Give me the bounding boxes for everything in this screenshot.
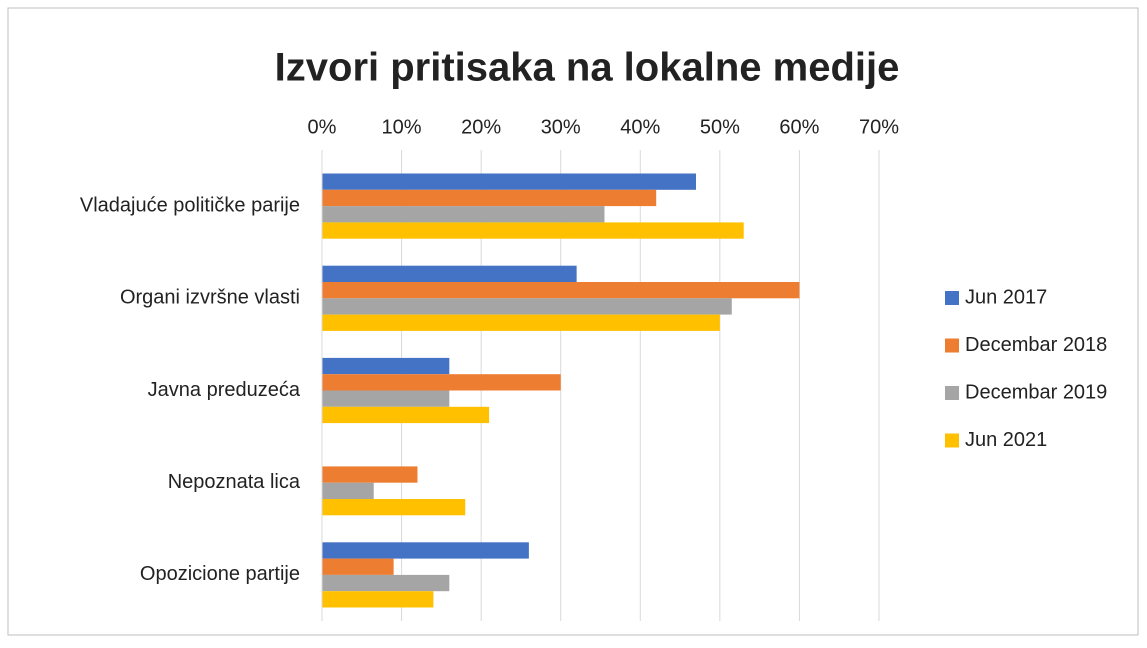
bar	[322, 374, 561, 391]
legend-label: Jun 2017	[965, 286, 1047, 308]
bar	[322, 298, 732, 315]
x-tick-label: 0%	[308, 116, 337, 138]
x-tick-label: 60%	[779, 116, 819, 138]
legend-label: Decembar 2019	[965, 381, 1107, 403]
y-tick-label: Nepoznata lica	[168, 471, 301, 493]
x-tick-label: 10%	[382, 116, 422, 138]
legend-swatch	[945, 338, 959, 353]
bar	[322, 574, 450, 592]
legend-swatch	[945, 433, 959, 448]
legend-label: Jun 2021	[965, 429, 1047, 451]
x-tick-label: 20%	[461, 116, 501, 138]
bar	[322, 482, 374, 499]
legend-label: Decembar 2018	[965, 334, 1107, 356]
bar	[322, 206, 605, 223]
bar	[322, 558, 394, 575]
y-tick-label: Opozicione partije	[140, 563, 300, 585]
x-tick-label: 70%	[859, 116, 899, 138]
bar	[322, 265, 577, 282]
y-tick-label: Vladajuće političke parije	[80, 194, 300, 216]
bar	[322, 390, 450, 407]
bar	[322, 542, 529, 559]
bar	[322, 357, 450, 375]
y-tick-label: Javna preduzeća	[148, 379, 301, 401]
legend-swatch	[945, 291, 959, 305]
bar	[322, 173, 696, 190]
bar	[322, 591, 434, 608]
bar	[322, 466, 418, 483]
bar	[322, 189, 657, 207]
bar	[322, 406, 490, 424]
x-tick-label: 30%	[541, 116, 581, 138]
x-tick-label: 50%	[700, 116, 740, 138]
bar	[322, 282, 800, 299]
bar	[322, 222, 744, 239]
legend-swatch	[945, 386, 959, 400]
bar	[322, 499, 466, 516]
bar	[322, 314, 720, 331]
x-tick-label: 40%	[620, 116, 660, 138]
y-tick-label: Organi izvršne vlasti	[120, 287, 300, 309]
chart-title: Izvori pritisaka na lokalne medije	[275, 46, 900, 90]
